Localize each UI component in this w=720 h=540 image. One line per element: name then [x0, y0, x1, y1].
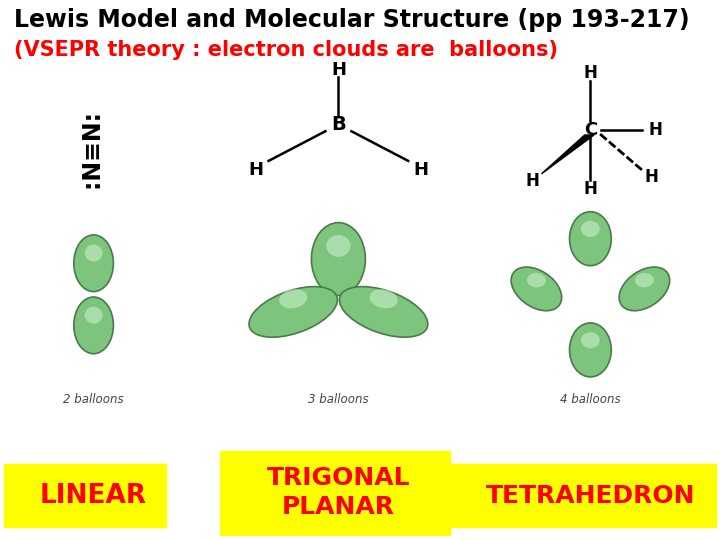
Text: H: H	[526, 172, 540, 190]
Text: H: H	[648, 120, 662, 139]
Text: 2 balloons: 2 balloons	[63, 393, 124, 406]
Text: 4 balloons: 4 balloons	[560, 393, 621, 406]
Ellipse shape	[279, 289, 307, 308]
Text: Lewis Model and Molecular Structure (pp 193-217): Lewis Model and Molecular Structure (pp …	[14, 8, 690, 32]
Text: H: H	[583, 64, 598, 82]
Text: :​N≡N​:: :​N≡N​:	[81, 112, 106, 190]
Text: B: B	[331, 114, 346, 134]
Ellipse shape	[74, 297, 114, 354]
Ellipse shape	[311, 222, 365, 295]
FancyBboxPatch shape	[220, 451, 450, 535]
Ellipse shape	[570, 323, 611, 377]
Text: C: C	[584, 120, 597, 139]
Ellipse shape	[527, 273, 546, 287]
Text: H: H	[248, 161, 263, 179]
Ellipse shape	[85, 245, 102, 261]
FancyBboxPatch shape	[4, 464, 166, 526]
Ellipse shape	[74, 235, 114, 292]
Ellipse shape	[570, 212, 611, 266]
Text: H: H	[644, 168, 659, 186]
Text: 3 balloons: 3 balloons	[308, 393, 369, 406]
Ellipse shape	[581, 221, 600, 237]
Ellipse shape	[326, 235, 351, 257]
Text: TETRAHEDRON: TETRAHEDRON	[486, 484, 695, 508]
Text: TRIGONAL
PLANAR: TRIGONAL PLANAR	[266, 466, 410, 519]
Ellipse shape	[511, 267, 562, 310]
Text: LINEAR: LINEAR	[40, 483, 147, 509]
Ellipse shape	[369, 289, 397, 308]
Ellipse shape	[581, 332, 600, 348]
Polygon shape	[541, 135, 594, 174]
Text: H: H	[331, 61, 346, 79]
Ellipse shape	[85, 307, 102, 323]
Text: H: H	[583, 180, 598, 198]
Ellipse shape	[619, 267, 670, 310]
FancyBboxPatch shape	[436, 464, 716, 526]
Ellipse shape	[635, 273, 654, 287]
Text: H: H	[414, 161, 428, 179]
Text: (VSEPR theory : electron clouds are  balloons): (VSEPR theory : electron clouds are ball…	[14, 40, 559, 60]
Ellipse shape	[249, 287, 338, 337]
Ellipse shape	[339, 287, 428, 337]
